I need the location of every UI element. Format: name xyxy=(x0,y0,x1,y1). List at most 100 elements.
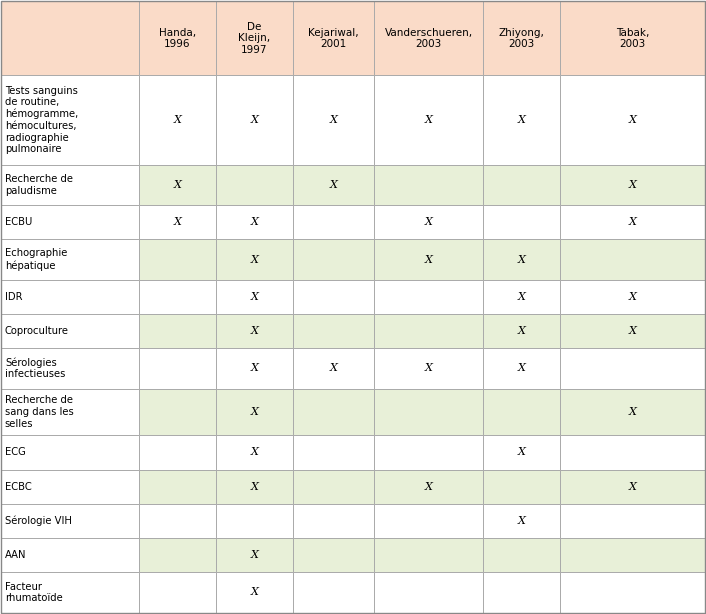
Bar xyxy=(374,470,483,503)
Bar xyxy=(216,205,293,239)
Text: X: X xyxy=(173,180,181,190)
Text: X: X xyxy=(251,255,258,265)
Text: X: X xyxy=(628,180,637,190)
Bar xyxy=(293,572,374,613)
Bar xyxy=(374,280,483,314)
Bar xyxy=(1,280,138,314)
Bar xyxy=(138,538,216,572)
Bar xyxy=(374,314,483,348)
Bar xyxy=(216,435,293,470)
Text: ECG: ECG xyxy=(5,448,26,457)
Text: X: X xyxy=(424,217,433,227)
Bar xyxy=(1,76,138,165)
Bar xyxy=(561,76,705,165)
Bar xyxy=(293,470,374,503)
Text: X: X xyxy=(251,588,258,597)
Bar xyxy=(216,280,293,314)
Bar xyxy=(1,205,138,239)
Bar xyxy=(483,165,561,205)
Bar xyxy=(138,76,216,165)
Bar xyxy=(216,470,293,503)
Bar xyxy=(216,572,293,613)
Bar xyxy=(374,572,483,613)
Bar xyxy=(561,239,705,280)
Bar xyxy=(374,76,483,165)
Bar xyxy=(293,205,374,239)
Bar xyxy=(483,239,561,280)
Text: Recherche de
sang dans les
selles: Recherche de sang dans les selles xyxy=(5,395,73,429)
Text: AAN: AAN xyxy=(5,550,26,560)
Bar xyxy=(138,239,216,280)
Bar xyxy=(561,280,705,314)
Text: Coproculture: Coproculture xyxy=(5,326,69,336)
Bar xyxy=(1,314,138,348)
Bar xyxy=(138,280,216,314)
Text: Vanderschueren,
2003: Vanderschueren, 2003 xyxy=(385,28,472,49)
Bar xyxy=(561,314,705,348)
Text: X: X xyxy=(424,363,433,373)
Bar xyxy=(1,572,138,613)
Text: X: X xyxy=(251,407,258,417)
Text: Handa,
1996: Handa, 1996 xyxy=(159,28,196,49)
Bar xyxy=(561,538,705,572)
Text: Recherche de
paludisme: Recherche de paludisme xyxy=(5,174,73,196)
Text: X: X xyxy=(628,292,637,302)
Text: X: X xyxy=(517,363,526,373)
Text: Facteur
rhumatoïde: Facteur rhumatoïde xyxy=(5,581,63,603)
Bar xyxy=(293,314,374,348)
Bar xyxy=(483,389,561,435)
Text: X: X xyxy=(628,217,637,227)
Bar xyxy=(138,165,216,205)
Bar xyxy=(483,314,561,348)
Text: X: X xyxy=(330,180,337,190)
Bar xyxy=(561,348,705,389)
Bar xyxy=(483,435,561,470)
Bar xyxy=(138,572,216,613)
Bar xyxy=(216,538,293,572)
Bar xyxy=(561,572,705,613)
Bar xyxy=(138,1,216,76)
Bar xyxy=(561,205,705,239)
Bar xyxy=(293,348,374,389)
Bar xyxy=(216,314,293,348)
Bar xyxy=(138,503,216,538)
Bar xyxy=(561,435,705,470)
Text: Sérologies
infectieuses: Sérologies infectieuses xyxy=(5,357,65,379)
Text: Tabak,
2003: Tabak, 2003 xyxy=(616,28,650,49)
Text: X: X xyxy=(251,448,258,457)
Bar xyxy=(216,1,293,76)
Text: X: X xyxy=(173,115,181,125)
Bar xyxy=(216,76,293,165)
Text: X: X xyxy=(251,550,258,560)
Bar xyxy=(216,348,293,389)
Text: X: X xyxy=(251,326,258,336)
Text: De
Kleijn,
1997: De Kleijn, 1997 xyxy=(239,21,270,55)
Bar xyxy=(561,503,705,538)
Bar xyxy=(483,538,561,572)
Text: X: X xyxy=(628,481,637,492)
Text: IDR: IDR xyxy=(5,292,23,302)
Bar xyxy=(293,165,374,205)
Bar xyxy=(374,538,483,572)
Bar xyxy=(483,348,561,389)
Bar xyxy=(561,470,705,503)
Bar xyxy=(138,205,216,239)
Bar xyxy=(483,470,561,503)
Bar xyxy=(374,389,483,435)
Text: X: X xyxy=(424,255,433,265)
Bar xyxy=(1,165,138,205)
Text: X: X xyxy=(517,115,526,125)
Text: X: X xyxy=(628,115,637,125)
Bar xyxy=(138,435,216,470)
Bar xyxy=(138,470,216,503)
Text: ECBU: ECBU xyxy=(5,217,32,227)
Bar xyxy=(374,239,483,280)
Bar xyxy=(561,389,705,435)
Bar xyxy=(374,165,483,205)
Bar xyxy=(293,76,374,165)
Bar xyxy=(483,205,561,239)
Text: X: X xyxy=(517,516,526,526)
Bar xyxy=(138,389,216,435)
Bar xyxy=(293,389,374,435)
Bar xyxy=(1,348,138,389)
